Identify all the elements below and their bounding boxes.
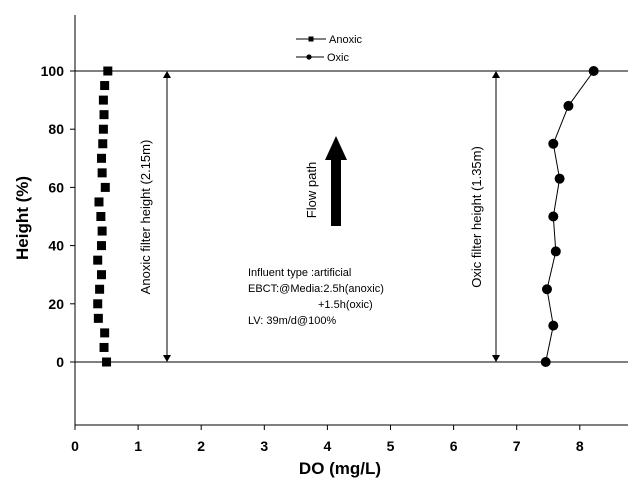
anoxic-point: [97, 241, 107, 251]
oxic-point: [548, 211, 559, 222]
oxic-point: [541, 284, 552, 295]
x-tick-label: 0: [71, 438, 79, 454]
x-tick-label: 5: [387, 438, 395, 454]
series-oxic: [540, 66, 599, 367]
anoxic-point: [103, 66, 113, 76]
oxic-arrow-bottom-head: [492, 355, 500, 362]
y-tick-label: 40: [48, 238, 64, 254]
flow-path-label: Flow path: [304, 162, 319, 218]
x-tick-label: 2: [197, 438, 205, 454]
oxic-point: [550, 246, 561, 257]
anoxic-point: [96, 212, 106, 221]
anoxic-point: [100, 328, 110, 338]
anoxic-point: [93, 313, 103, 323]
oxic-arrow-top-head: [492, 71, 500, 78]
anoxic-point: [97, 270, 107, 280]
y-tick-label: 80: [48, 121, 64, 137]
anoxic-point: [99, 342, 109, 352]
x-axis-title: DO (mg/L): [299, 459, 381, 478]
anoxic-point: [97, 226, 107, 236]
anoxic-point: [93, 299, 103, 309]
x-tick-label: 7: [513, 438, 521, 454]
x-tick-label: 4: [324, 438, 332, 454]
legend-anoxic-label: Anoxic: [329, 34, 363, 46]
anoxic-point: [98, 124, 108, 134]
y-tick-label: 60: [48, 179, 64, 195]
oxic-point: [588, 66, 599, 76]
anoxic-point: [99, 110, 109, 120]
axes: [74, 15, 628, 426]
anoxic-height-label: Anoxic filter height (2.15m): [138, 140, 153, 295]
x-tick-label: 6: [450, 438, 458, 454]
anoxic-point: [100, 81, 110, 91]
legend-anoxic-marker: [308, 36, 314, 42]
oxic-point: [554, 173, 565, 184]
anoxic-point: [94, 197, 104, 207]
lv-text: LV: 39m/d@100%: [248, 315, 336, 327]
anoxic-point: [100, 182, 110, 192]
ebct-oxic-text: +1.5h(oxic): [318, 299, 373, 311]
ebct-text: EBCT:@Media:2.5h(anoxic): [248, 283, 384, 295]
flow-arrow-head: [325, 136, 347, 160]
y-axis-title: Height (%): [13, 176, 32, 260]
y-tick-label: 20: [48, 296, 64, 312]
x-tick-label: 8: [576, 438, 584, 454]
ticks: 0123456789020406080100: [41, 63, 584, 454]
x-tick-label: 1: [134, 438, 142, 454]
oxic-point: [563, 100, 574, 111]
legend-oxic-marker: [306, 54, 312, 60]
legend: Anoxic Oxic: [296, 34, 363, 64]
anoxic-arrow-bottom-head: [163, 355, 171, 362]
anoxic-point: [102, 357, 112, 367]
anoxic-point: [93, 255, 103, 265]
oxic-height-label: Oxic filter height (1.35m): [469, 146, 484, 288]
y-tick-label: 0: [56, 354, 64, 370]
anoxic-point: [98, 95, 108, 105]
oxic-point: [548, 320, 559, 331]
anoxic-point: [97, 153, 107, 163]
influent-type-text: Influent type :artificial: [248, 267, 351, 279]
annotations: Anoxic filter height (2.15m) Oxic filter…: [138, 71, 500, 362]
series-anoxic: [93, 66, 113, 367]
anoxic-point: [95, 284, 105, 294]
flow-arrow-shaft: [331, 158, 341, 226]
anoxic-point: [98, 139, 108, 149]
anoxic-arrow-top-head: [163, 71, 171, 78]
x-tick-label: 3: [260, 438, 268, 454]
y-tick-label: 100: [41, 63, 65, 79]
oxic-point: [540, 357, 551, 367]
anoxic-point: [97, 168, 107, 178]
legend-oxic-label: Oxic: [327, 52, 350, 64]
oxic-point: [548, 138, 559, 149]
reference-lines: [75, 70, 628, 363]
